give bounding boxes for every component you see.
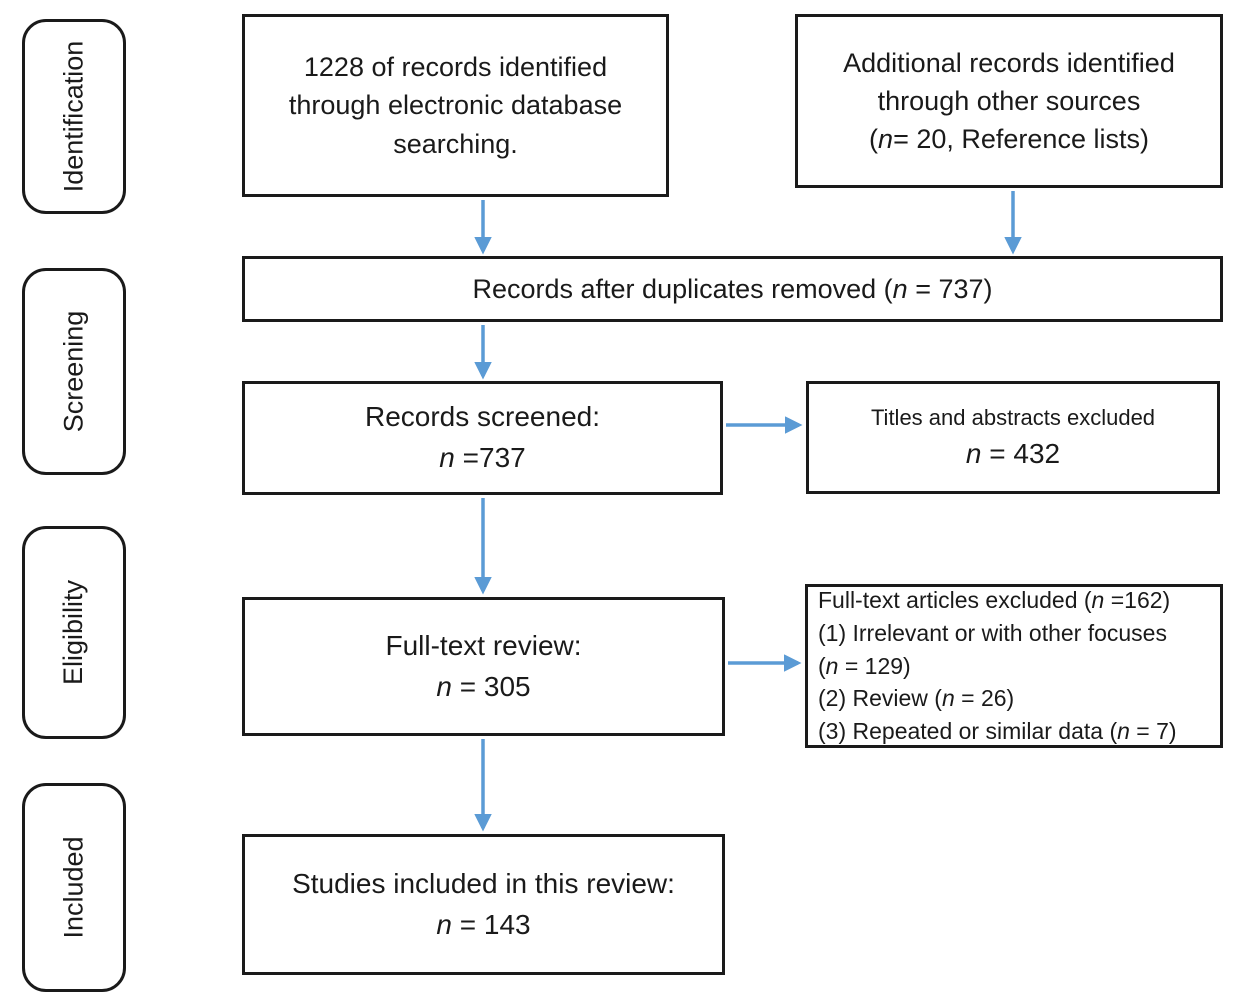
n-variable: n	[436, 908, 452, 940]
fulltext-review-count: n = 305	[436, 670, 531, 702]
fulltext-excluded-line2: (1) Irrelevant or with other focuses	[818, 620, 1167, 647]
stage-eligibility-label: Eligibility	[58, 579, 89, 686]
other-sources-line1: Additional records identified	[843, 47, 1175, 78]
box-titles-excluded: Titles and abstracts excluded n = 432	[806, 381, 1220, 494]
database-records-line3: searching.	[393, 128, 518, 159]
stage-eligibility: Eligibility	[22, 526, 126, 739]
fulltext-excluded-line4: (2) Review (n = 26)	[818, 685, 1015, 712]
fulltext-excluded-line5: (3) Repeated or similar data (n = 7)	[818, 717, 1177, 744]
fulltext-excluded-line3: (n = 129)	[818, 652, 911, 679]
stage-identification-label: Identification	[58, 40, 89, 193]
database-records-line2: through electronic database	[288, 90, 623, 121]
n-variable: n	[1117, 717, 1130, 744]
fulltext-excluded-line1: Full-text articles excluded (n =162)	[818, 587, 1171, 614]
n-variable: n	[878, 124, 894, 155]
box-studies-included: Studies included in this review: n = 143	[242, 834, 725, 975]
records-screened-count: n =737	[439, 442, 526, 473]
n-variable: n	[965, 437, 982, 469]
box-fulltext-review: Full-text review: n = 305	[242, 597, 725, 736]
studies-included-title: Studies included in this review:	[292, 867, 675, 899]
n-variable: n	[439, 442, 455, 473]
database-records-line1: 1228 of records identified	[303, 52, 608, 82]
box-other-sources: Additional records identified through ot…	[795, 14, 1223, 188]
records-screened-title: Records screened:	[364, 401, 600, 433]
n-variable: n	[825, 652, 839, 679]
fulltext-review-title: Full-text review:	[385, 629, 582, 661]
n-variable: n	[892, 273, 908, 304]
stage-screening: Screening	[22, 268, 126, 475]
titles-excluded-title: Titles and abstracts excluded	[870, 404, 1156, 430]
other-sources-line2: through other sources	[877, 85, 1141, 116]
stage-identification: Identification	[22, 19, 126, 214]
box-records-screened: Records screened: n =737	[242, 381, 723, 495]
n-variable: n	[436, 670, 452, 702]
box-fulltext-excluded: Full-text articles excluded (n =162) (1)…	[805, 584, 1223, 748]
box-duplicates-removed: Records after duplicates removed (n = 73…	[242, 256, 1223, 322]
studies-included-count: n = 143	[436, 908, 531, 940]
stage-screening-label: Screening	[58, 310, 89, 433]
n-variable: n	[1091, 587, 1105, 614]
n-variable: n	[941, 685, 955, 712]
stage-included-label: Included	[58, 836, 89, 939]
other-sources-count: (n= 20, Reference lists)	[869, 124, 1149, 155]
box-database-records: 1228 of records identified through elect…	[242, 14, 669, 197]
duplicates-removed-text: Records after duplicates removed (n = 73…	[472, 273, 993, 304]
stage-included: Included	[22, 783, 126, 992]
titles-excluded-count: n = 432	[965, 437, 1061, 469]
